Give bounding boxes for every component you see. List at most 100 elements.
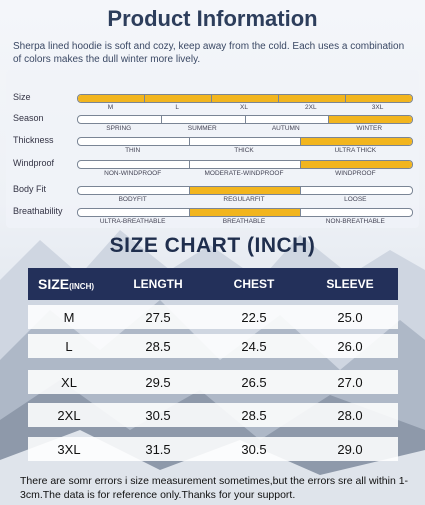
cell-size: 3XL	[57, 441, 81, 457]
attribute-options: Thin Thick Ultra thick	[77, 147, 411, 154]
attribute-row: Size M L XL 2XL 3XL	[0, 92, 425, 120]
attribute-label: Windproof	[13, 158, 55, 168]
attribute-scale-bar	[77, 115, 413, 124]
cell-sleeve: 25.0	[337, 309, 363, 325]
cell-sleeve: 27.0	[337, 374, 363, 390]
attribute-label: Thickness	[13, 135, 54, 145]
attribute-option-label: Windproof	[335, 170, 376, 177]
attribute-option-label: Autumn	[271, 125, 300, 132]
attribute-row: Body Fit Bodyfit Regularfit Loose	[0, 184, 425, 212]
size-chart-title: SIZE CHART (INCH)	[109, 234, 316, 257]
attribute-option-label: L	[175, 104, 179, 111]
header-sleeve: SLEEVE	[326, 277, 374, 291]
cell-sleeve: 28.0	[337, 407, 363, 423]
cell-length: 31.5	[145, 441, 171, 457]
attribute-option-label: 3XL	[371, 104, 384, 111]
attribute-options: Bodyfit Regularfit Loose	[77, 196, 411, 203]
size-chart-header: SIZE(INCH) LENGTH CHEST SLEEVE	[28, 268, 398, 300]
attribute-label: Body Fit	[13, 184, 47, 194]
attribute-scale-bar	[77, 160, 413, 169]
scale-segment	[190, 161, 302, 168]
cell-chest: 28.5	[241, 407, 267, 423]
attribute-row: Breathability Ultra-breathable Breathable N…	[0, 206, 425, 234]
attribute-option-label: M	[107, 104, 114, 111]
header-chest: CHEST	[233, 277, 275, 291]
scale-segment	[78, 161, 190, 168]
footnote: There are somr errors i size measurement…	[20, 475, 409, 501]
scale-segment	[78, 95, 145, 102]
attribute-option-label: Thick	[234, 147, 254, 154]
scale-segment	[145, 95, 212, 102]
scale-segment	[78, 116, 162, 123]
scale-segment	[78, 187, 190, 194]
attribute-option-label: Winter	[356, 125, 383, 132]
scale-segment	[301, 187, 412, 194]
table-row: 2XL 30.5 28.5 28.0	[28, 403, 398, 427]
cell-length: 30.5	[145, 407, 171, 423]
attribute-option-label: Moderate-windproof	[204, 170, 284, 177]
attribute-label: Season	[13, 113, 44, 123]
attribute-option-label: Regularfit	[223, 196, 265, 203]
cell-sleeve: 29.0	[337, 441, 363, 457]
scale-segment	[162, 116, 246, 123]
product-description: Sherpa lined hoodie is soft and cozy, ke…	[13, 41, 405, 65]
scale-segment	[301, 138, 412, 145]
attribute-option-label: Spring	[106, 125, 132, 132]
attribute-label: Size	[13, 92, 31, 102]
attribute-options: Ultra-breathable Breathable Non-breathable	[77, 218, 411, 225]
attribute-options: M L XL 2XL 3XL	[77, 104, 411, 111]
cell-length: 27.5	[145, 309, 171, 325]
cell-size: M	[63, 309, 75, 325]
attribute-option-label: XL	[240, 104, 248, 111]
attribute-option-label: Summer	[187, 125, 217, 132]
attribute-option-label: Ultra thick	[334, 147, 377, 154]
cell-size: XL	[61, 374, 77, 390]
scale-segment	[78, 209, 190, 216]
scale-segment	[246, 116, 330, 123]
header-size: SIZE(INCH)	[38, 276, 95, 292]
attribute-scale-bar	[77, 137, 413, 146]
table-row: L 28.5 24.5 26.0	[28, 334, 398, 358]
scale-segment	[78, 138, 190, 145]
cell-length: 28.5	[145, 338, 171, 354]
attribute-option-label: Breathable	[222, 218, 266, 225]
attribute-option-label: Loose	[344, 196, 367, 203]
scale-segment	[301, 161, 412, 168]
scale-segment	[189, 187, 302, 194]
scale-segment	[329, 116, 412, 123]
table-row: 3XL 31.5 30.5 29.0	[28, 437, 398, 461]
scale-segment	[346, 95, 412, 102]
scale-segment	[301, 209, 412, 216]
cell-size: L	[65, 338, 73, 354]
attribute-option-label: Non-breathable	[325, 218, 385, 225]
attribute-scale-bar	[77, 186, 413, 195]
cell-chest: 26.5	[241, 374, 267, 390]
scale-segment	[279, 95, 346, 102]
cell-chest: 22.5	[241, 309, 267, 325]
attribute-option-label: Ultra-breathable	[99, 218, 166, 225]
attribute-option-label: Non-windproof	[104, 170, 162, 177]
table-row: XL 29.5 26.5 27.0	[28, 370, 398, 394]
table-row: M 27.5 22.5 25.0	[28, 305, 398, 329]
cell-size: 2XL	[57, 407, 81, 423]
attribute-options: Spring Summer Autumn Winter	[77, 125, 411, 132]
header-length: LENGTH	[133, 277, 183, 291]
scale-segment	[190, 138, 302, 145]
page-title: Product Information	[107, 6, 318, 31]
cell-chest: 24.5	[241, 338, 267, 354]
scale-segment	[189, 209, 302, 216]
cell-sleeve: 26.0	[337, 338, 363, 354]
mountain-background	[0, 230, 425, 505]
scale-segment	[212, 95, 279, 102]
cell-chest: 30.5	[241, 441, 267, 457]
attribute-scale-bar	[77, 208, 413, 217]
attribute-row: Thickness Thin Thick Ultra thick	[0, 135, 425, 163]
cell-length: 29.5	[145, 374, 171, 390]
attribute-row: Windproof Non-windproof Moderate-windproof…	[0, 158, 425, 186]
attribute-scale-bar	[77, 94, 413, 103]
attribute-options: Non-windproof Moderate-windproof Windproof	[77, 170, 411, 177]
header-size-unit: (INCH)	[69, 282, 95, 291]
attribute-option-label: Thin	[125, 147, 141, 154]
attribute-option-label: 2XL	[305, 104, 317, 111]
attribute-option-label: Bodyfit	[118, 196, 147, 203]
